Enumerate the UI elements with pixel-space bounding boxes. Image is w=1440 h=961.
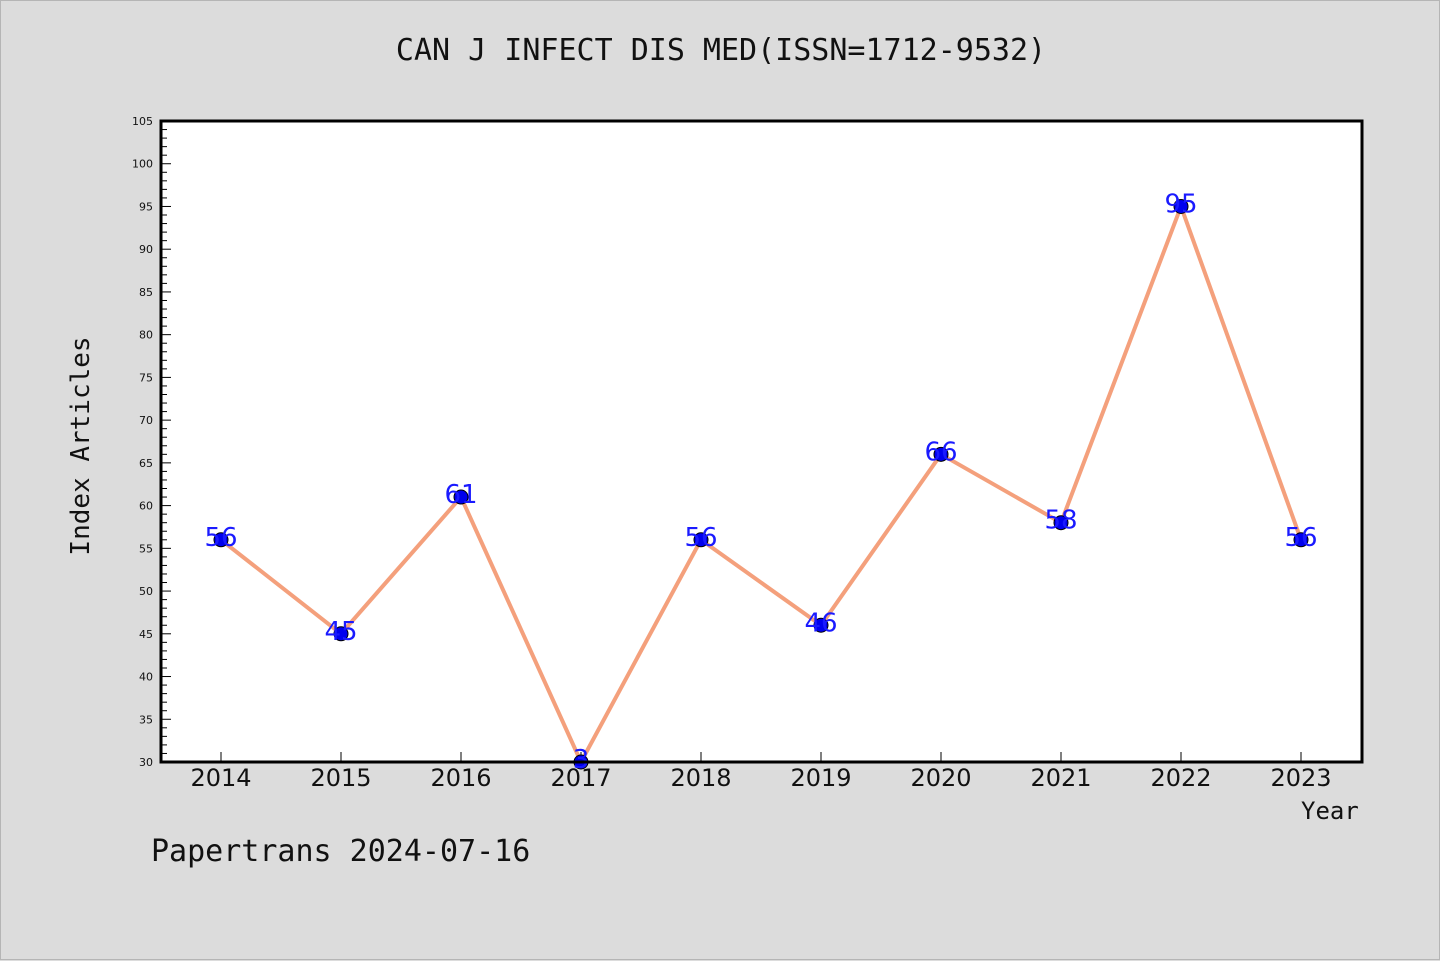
- y-tick-label: 35: [139, 713, 153, 726]
- y-tick-label: 45: [139, 628, 153, 641]
- y-tick-label: 60: [139, 500, 153, 513]
- data-point: [693, 532, 709, 548]
- y-tick-label: 70: [139, 414, 153, 427]
- x-tick-label: 2022: [1150, 764, 1211, 792]
- y-tick-label: 50: [139, 585, 153, 598]
- data-point: [453, 489, 469, 505]
- data-label: 58: [1044, 506, 1077, 536]
- data-label: 95: [1164, 189, 1197, 219]
- data-label: 3: [573, 745, 590, 775]
- data-point: [933, 446, 949, 462]
- y-tick-label: 30: [139, 756, 153, 769]
- x-tick-label: 2020: [910, 764, 971, 792]
- data-label: 56: [1284, 523, 1317, 553]
- data-point: [213, 532, 229, 548]
- y-tick-label: 85: [139, 286, 153, 299]
- data-label: 61: [444, 480, 477, 510]
- footer-credit: Papertrans 2024-07-16: [151, 834, 531, 869]
- y-tick-label: 55: [139, 542, 153, 555]
- data-label: 45: [324, 617, 357, 647]
- x-tick-label: 2018: [670, 764, 731, 792]
- y-tick-label: 75: [139, 371, 153, 384]
- data-point: [1293, 532, 1309, 548]
- data-point: [333, 626, 349, 642]
- data-label: 56: [684, 523, 717, 553]
- y-tick-label: 100: [132, 158, 153, 171]
- x-tick-label: 2016: [430, 764, 491, 792]
- plot-border: [159, 119, 1364, 764]
- x-tick-label: 2019: [790, 764, 851, 792]
- y-tick-label: 105: [132, 115, 153, 128]
- x-tick-label: 2023: [1270, 764, 1331, 792]
- y-tick-label: 95: [139, 200, 153, 213]
- data-point: [1173, 198, 1189, 214]
- y-tick-label: 65: [139, 457, 153, 470]
- chart-title: CAN J INFECT DIS MED(ISSN=1712-9532): [395, 33, 1047, 68]
- x-tick-label: 2021: [1030, 764, 1091, 792]
- y-tick-label: 90: [139, 243, 153, 256]
- y-tick-label: 80: [139, 329, 153, 342]
- x-axis-label: Year: [1301, 797, 1359, 825]
- series-line: [219, 204, 1303, 764]
- y-tick-label: 40: [139, 671, 153, 684]
- data-label: 66: [924, 437, 957, 467]
- data-point: [1053, 515, 1069, 531]
- data-label: 46: [804, 608, 837, 638]
- x-tick-label: 2014: [190, 764, 251, 792]
- data-label: 56: [204, 523, 237, 553]
- x-tick-label: 2015: [310, 764, 371, 792]
- data-point: [813, 617, 829, 633]
- plot-background: [161, 121, 1362, 762]
